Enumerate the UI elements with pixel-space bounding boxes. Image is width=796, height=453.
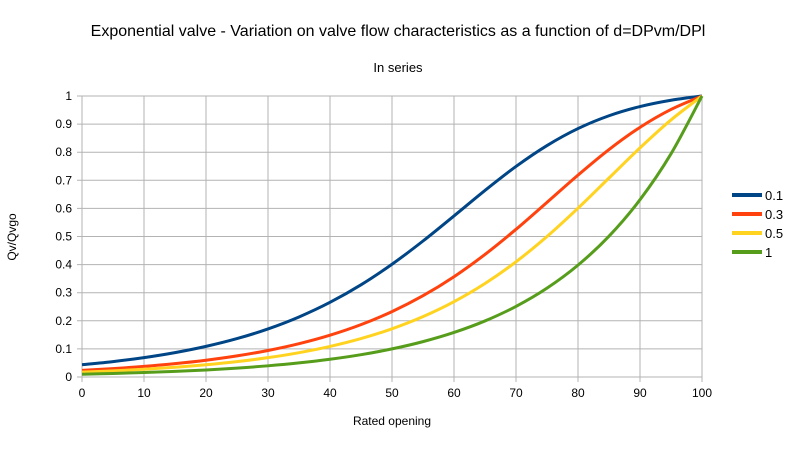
y-tick-label: 0.8 — [55, 145, 72, 159]
x-tick-label: 70 — [509, 386, 523, 400]
series-line-1 — [81, 95, 704, 376]
y-tick-label: 0.5 — [55, 230, 72, 244]
axes: 00.10.20.30.40.50.60.70.80.910 10 20 30 40 50… — [55, 89, 712, 400]
x-tick-label: 60 — [447, 386, 461, 400]
x-tick-label: 30 — [261, 386, 275, 400]
x-tick-label: 20 — [199, 386, 213, 400]
y-axis-label: Qv/Qvgo — [5, 213, 19, 261]
y-tick-label: 0.1 — [55, 342, 72, 356]
x-tick-label: 100 — [692, 386, 712, 400]
y-tick-label: 0 — [65, 370, 72, 384]
legend-label: 1 — [765, 245, 772, 260]
legend: 0.1 0.3 0.5 1 — [732, 188, 783, 260]
series-lines — [81, 94, 704, 376]
x-tick-label: 0 — [79, 386, 86, 400]
series-line-0-1 — [81, 94, 703, 367]
legend-label: 0.1 — [765, 188, 783, 203]
y-tick-label: 0.9 — [55, 117, 72, 131]
x-tick-label: 10 — [137, 386, 151, 400]
y-tick-label: 0.3 — [55, 286, 72, 300]
y-tick-label: 1 — [65, 89, 72, 103]
legend-label: 0.5 — [765, 226, 783, 241]
chart-subtitle: In series — [373, 60, 423, 75]
y-tick-label: 0.4 — [55, 258, 72, 272]
x-tick-label: 80 — [571, 386, 585, 400]
x-tick-label: 40 — [323, 386, 337, 400]
series-line-0-3 — [81, 94, 703, 372]
x-tick-label: 90 — [633, 386, 647, 400]
legend-label: 0.3 — [765, 207, 783, 222]
chart-title: Exponential valve - Variation on valve f… — [91, 23, 706, 40]
y-tick-label: 0.6 — [55, 201, 72, 215]
y-tick-label: 0.2 — [55, 314, 72, 328]
series-line-0-5 — [81, 94, 703, 374]
y-tick-label: 0.7 — [55, 173, 72, 187]
x-axis-label: Rated opening — [353, 414, 431, 428]
x-tick-label: 50 — [385, 386, 399, 400]
grid — [77, 95, 703, 382]
